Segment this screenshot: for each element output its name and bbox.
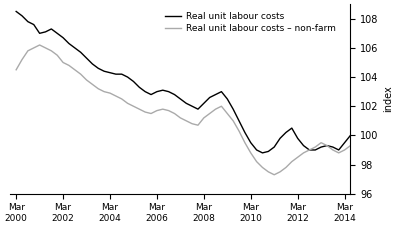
Line: Real unit labour costs: Real unit labour costs <box>16 11 397 153</box>
Real unit labour costs – non-farm <box>278 170 282 173</box>
Real unit labour costs <box>319 146 324 148</box>
Real unit labour costs – non-farm <box>272 173 277 176</box>
Real unit labour costs <box>25 20 30 23</box>
Real unit labour costs – non-farm <box>37 44 42 46</box>
Real unit labour costs – non-farm <box>14 68 19 71</box>
Real unit labour costs – non-farm <box>25 49 30 52</box>
Real unit labour costs – non-farm <box>166 109 171 112</box>
Real unit labour costs <box>260 152 265 154</box>
Y-axis label: index: index <box>383 86 393 112</box>
Real unit labour costs – non-farm <box>325 144 330 147</box>
Line: Real unit labour costs – non-farm: Real unit labour costs – non-farm <box>16 45 397 175</box>
Real unit labour costs – non-farm <box>160 108 165 111</box>
Real unit labour costs <box>272 146 277 148</box>
Real unit labour costs <box>154 90 159 93</box>
Real unit labour costs <box>14 10 19 13</box>
Legend: Real unit labour costs, Real unit labour costs – non-farm: Real unit labour costs, Real unit labour… <box>161 9 339 37</box>
Real unit labour costs <box>160 89 165 91</box>
